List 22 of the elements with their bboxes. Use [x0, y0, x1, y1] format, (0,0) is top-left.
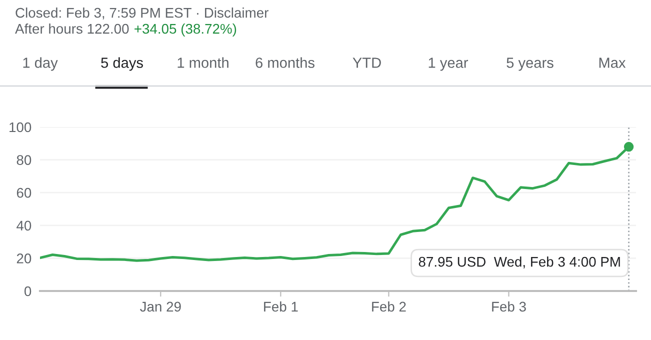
- text: +34.05 (38.72%): [134, 24, 236, 36]
- x-tick-label: Jan 29: [140, 302, 181, 312]
- x-tick-label: Feb 1: [264, 301, 298, 312]
- text: 6 months: [256, 57, 314, 68]
- y-tick-label: 100: [10, 122, 32, 132]
- annotation: 87.95 USD Wed, Feb 3 4:00 PM: [418, 256, 620, 268]
- y-tick-label: 60: [16, 188, 32, 198]
- text: YTD: [352, 58, 381, 68]
- text: 1 day: [23, 57, 58, 71]
- text: Max: [599, 58, 626, 68]
- chart-subtitle: After hours 122.00: [15, 24, 129, 34]
- y-tick-label: 0: [24, 286, 32, 296]
- text: 5 days: [101, 57, 143, 71]
- y-tick-label: 40: [16, 220, 32, 231]
- y-tick-label: 80: [16, 155, 32, 165]
- text: 5 years: [506, 58, 554, 71]
- y-tick-label: 20: [16, 254, 32, 264]
- chart-title: Closed: Feb 3, 7:59 PM EST · Disclaimer: [16, 8, 268, 20]
- text: 1 year: [428, 58, 468, 71]
- x-tick-label: Feb 3: [492, 301, 526, 312]
- text: 1 month: [178, 57, 228, 68]
- x-tick-label: Feb 2: [372, 301, 406, 312]
